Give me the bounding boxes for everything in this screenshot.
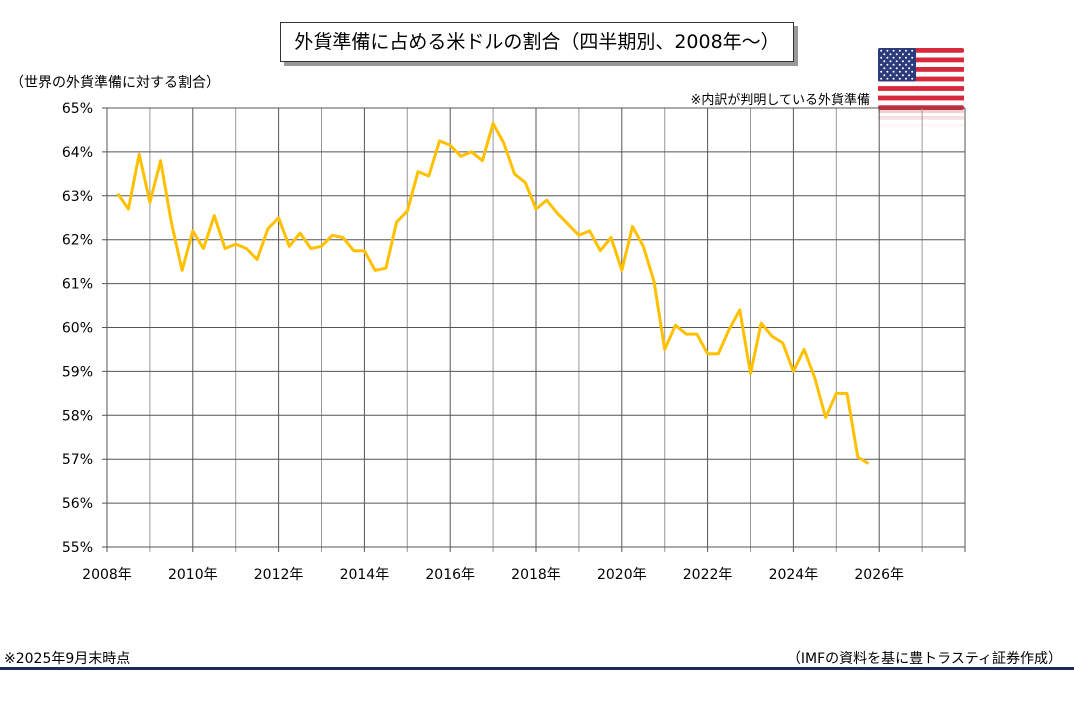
y-axis-label: （世界の外貨準備に対する割合） <box>10 75 220 91</box>
y-tick-label: 58% <box>62 408 93 424</box>
x-tick-label: 2018年 <box>511 567 561 583</box>
y-tick-label: 62% <box>62 233 93 249</box>
y-tick-label: 65% <box>62 101 93 117</box>
y-tick-label: 60% <box>62 321 93 337</box>
x-tick-label: 2014年 <box>340 567 390 583</box>
y-tick-label: 57% <box>62 452 93 468</box>
y-tick-label: 63% <box>62 189 93 205</box>
line-chart: 55% 56% 57% 58% 59% 60% 61% 62% 63% 64% 65% 2008年 20… <box>62 101 966 583</box>
y-tick-label: 59% <box>62 364 93 380</box>
y-tick-label: 55% <box>62 540 93 556</box>
us-flag-icon <box>878 48 964 128</box>
x-tick-label: 2008年 <box>82 567 132 583</box>
as-of-note: ※2025年9月末時点 <box>4 651 131 667</box>
x-tick-label: 2016年 <box>425 567 475 583</box>
x-tick-label: 2012年 <box>254 567 304 583</box>
x-tick-label: 2026年 <box>854 567 904 583</box>
chart-title: 外貨準備に占める米ドルの割合（四半期別、2008年～） <box>280 22 794 62</box>
x-tick-label: 2020年 <box>597 567 647 583</box>
x-tick-label: 2010年 <box>168 567 218 583</box>
y-tick-label: 64% <box>62 145 93 161</box>
chart-annotation: ※内訳が判明している外貨準備 <box>690 93 870 108</box>
x-tick-label: 2024年 <box>769 567 819 583</box>
y-tick-label: 61% <box>62 277 93 293</box>
x-tick-label: 2022年 <box>683 567 733 583</box>
footer-rule <box>0 667 1074 670</box>
source-note: （IMFの資料を基に豊トラスティ証券作成） <box>786 651 1062 667</box>
y-tick-label: 56% <box>62 496 93 512</box>
